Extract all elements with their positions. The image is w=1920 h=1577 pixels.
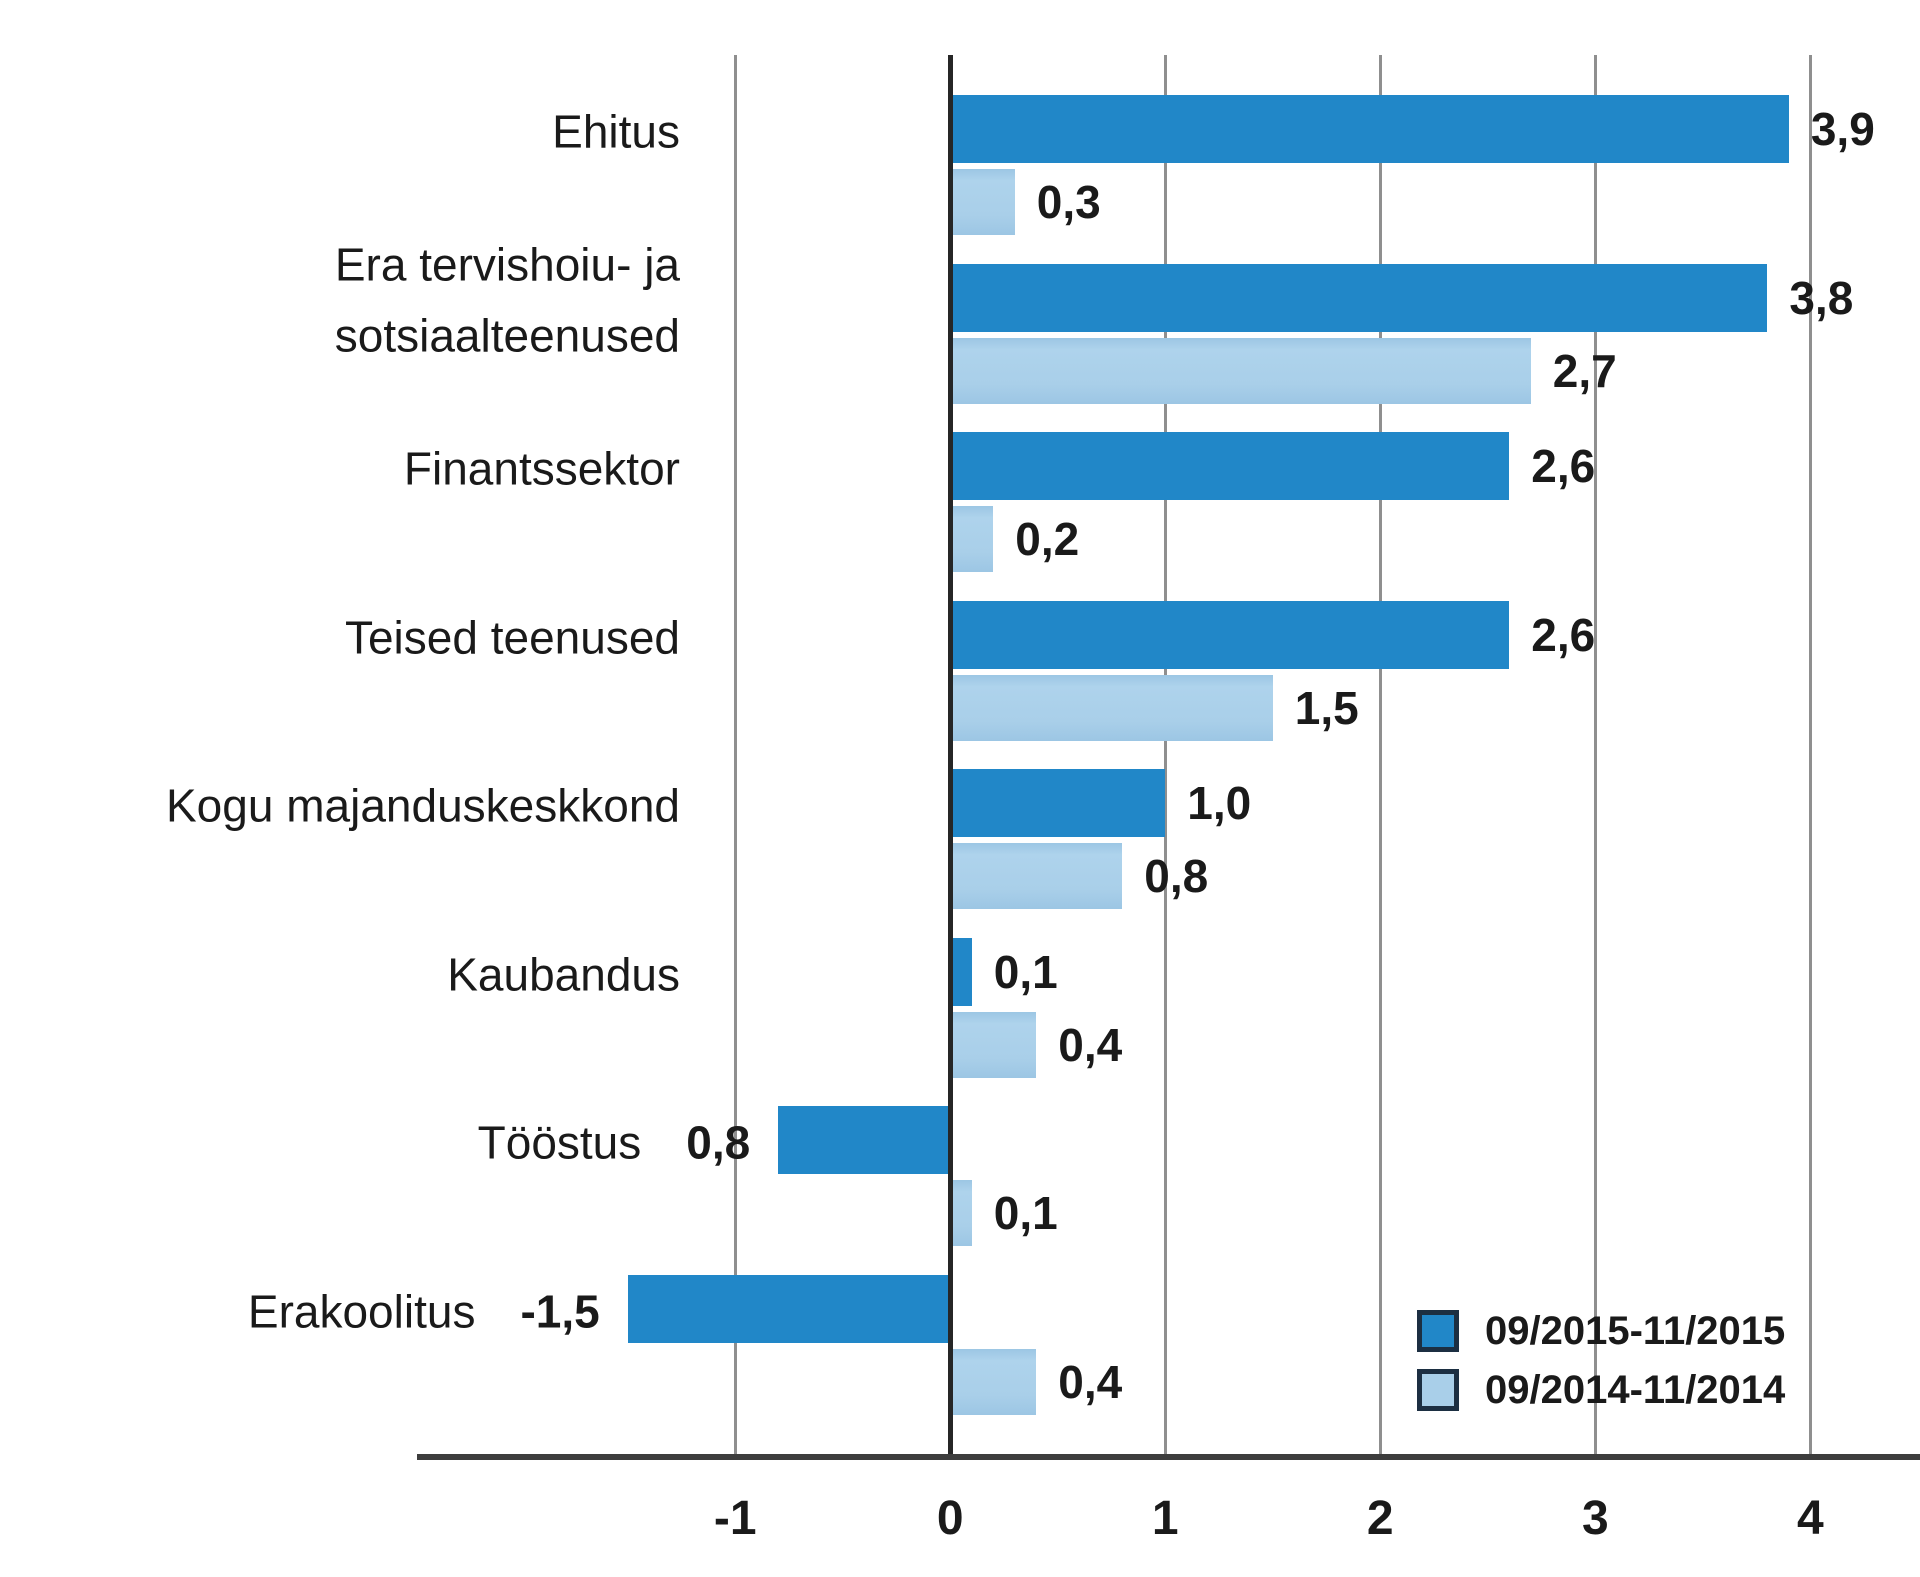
bar-2015-finantssektor xyxy=(950,432,1510,500)
gridline-x-4 xyxy=(1808,55,1812,1457)
bar-2014-kogu-majanduskeskkond xyxy=(950,843,1123,909)
x-tick-label-4: 4 xyxy=(1796,1492,1824,1545)
gridline-x-1 xyxy=(1163,55,1167,1457)
bar-2015-teised-teenused xyxy=(950,600,1510,669)
zero-axis-line xyxy=(947,55,953,1457)
x-tick-label-neg1: -1 xyxy=(713,1492,757,1545)
plot-area xyxy=(417,55,1920,1460)
x-tick-label-2: 2 xyxy=(1366,1492,1394,1545)
bar-2014-teised-teenused xyxy=(950,674,1273,741)
bar-2015-kaubandus xyxy=(950,937,972,1006)
category-label-erakoolitus: Erakoolitus -1,5 xyxy=(0,1276,600,1347)
value-label-2015-kaubandus: 0,1 xyxy=(993,945,1058,998)
value-label-2014-ehitus: 0,3 xyxy=(1036,176,1101,228)
legend-label-2015: 09/2015-11/2015 xyxy=(1485,1309,1786,1353)
value-label-2014-erakoolitus: 0,4 xyxy=(1058,1355,1123,1408)
value-label-2014-teised-teenused: 1,5 xyxy=(1294,681,1359,734)
legend-item-2014: 09/2014-11/2014 xyxy=(1417,1369,1785,1411)
category-label-ehitus: Ehitus xyxy=(552,105,680,158)
bar-2015-erakoolitus xyxy=(627,1274,951,1343)
value-label-2015-era-tervishoiu-ja-sotsiaalteenused: 3,8 xyxy=(1789,271,1854,324)
value-label-2015-kogu-majanduskeskkond: 1,0 xyxy=(1187,777,1252,829)
value-label-2015-finantssektor: 2,6 xyxy=(1531,440,1596,492)
gridline-x--1 xyxy=(733,55,737,1457)
legend-swatch-2015 xyxy=(1417,1310,1459,1352)
value-label-2015-t-stus: 0,8 xyxy=(686,1116,751,1169)
legend-label-2014: 09/2014-11/2014 xyxy=(1485,1368,1786,1412)
value-label-2014-kaubandus: 0,4 xyxy=(1058,1018,1123,1071)
value-label-2014-t-stus: 0,1 xyxy=(993,1187,1058,1239)
legend: 09/2015-11/2015 09/2014-11/2014 xyxy=(1417,1310,1785,1411)
category-label-kogu-majanduskeskkond: Kogu majanduskeskkond xyxy=(166,779,680,832)
gridline-x-3 xyxy=(1593,55,1597,1457)
category-label-finantssektor: Finantssektor xyxy=(403,442,680,495)
bar-2015-kogu-majanduskeskkond xyxy=(950,769,1166,837)
bar-2015-ehitus xyxy=(950,95,1789,163)
category-label-era-tervishoiu-ja-sotsiaalteenused: Era tervishoiu- ja sotsiaalteenused xyxy=(334,238,680,362)
bar-2014-erakoolitus xyxy=(950,1348,1037,1415)
category-label-teised-teenused: Teised teenused xyxy=(344,610,680,663)
bar-2014-finantssektor xyxy=(950,506,994,572)
x-tick-label-0: 0 xyxy=(936,1492,964,1545)
bar-2015-t-stus xyxy=(778,1106,951,1174)
value-label-2015-ehitus: 3,9 xyxy=(1810,103,1875,155)
x-tick-label-3: 3 xyxy=(1581,1492,1609,1545)
value-label-2015-erakoolitus: -1,5 xyxy=(520,1284,600,1337)
bar-2015-era-tervishoiu-ja-sotsiaalteenused xyxy=(950,263,1768,332)
value-label-2014-finantssektor: 0,2 xyxy=(1015,513,1080,565)
bar-2014-ehitus xyxy=(950,169,1015,235)
value-label-2014-kogu-majanduskeskkond: 0,8 xyxy=(1144,850,1209,902)
legend-item-2015: 09/2015-11/2015 xyxy=(1417,1310,1785,1352)
category-label-t-stus: Tööstus 0,8 xyxy=(0,1107,751,1178)
category-label-kaubandus: Kaubandus xyxy=(447,947,680,1000)
bar-2014-era-tervishoiu-ja-sotsiaalteenused xyxy=(950,337,1531,404)
gridline-x-2 xyxy=(1378,55,1382,1457)
value-label-2015-teised-teenused: 2,6 xyxy=(1531,608,1596,661)
value-label-2014-era-tervishoiu-ja-sotsiaalteenused: 2,7 xyxy=(1552,344,1617,397)
x-axis-line xyxy=(417,1454,1920,1460)
bar-2014-t-stus xyxy=(950,1180,972,1246)
bar-2014-kaubandus xyxy=(950,1011,1037,1078)
legend-swatch-2014 xyxy=(1417,1369,1459,1411)
x-tick-label-1: 1 xyxy=(1151,1492,1179,1545)
